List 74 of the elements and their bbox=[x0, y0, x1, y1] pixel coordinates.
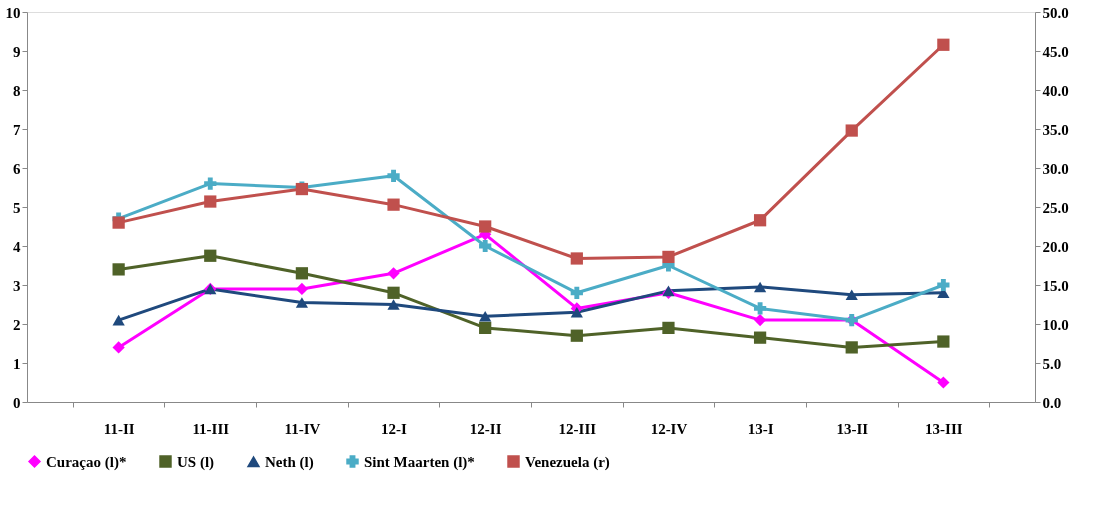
y-tick-label: 10 bbox=[5, 4, 21, 21]
point bbox=[387, 267, 400, 280]
point bbox=[479, 321, 492, 335]
point bbox=[479, 239, 492, 253]
x-tick-label: 12-III bbox=[558, 420, 597, 437]
y-tick-label: 9 bbox=[13, 43, 21, 60]
point bbox=[295, 267, 309, 280]
point bbox=[387, 169, 400, 182]
point bbox=[112, 216, 125, 229]
x-tick-label: 13-III bbox=[925, 420, 963, 437]
point bbox=[204, 177, 217, 190]
point bbox=[753, 331, 767, 344]
y-tick-label: 2 bbox=[13, 316, 21, 333]
point bbox=[570, 252, 583, 265]
point bbox=[937, 278, 950, 292]
point bbox=[570, 286, 583, 299]
x-tick-label: 11-IV bbox=[284, 420, 321, 437]
point bbox=[295, 297, 309, 308]
x-tick-label: 11-III bbox=[192, 420, 230, 437]
y-tick-label: 7 bbox=[13, 121, 21, 138]
y-tick-label: 5 bbox=[13, 199, 21, 216]
point bbox=[479, 310, 492, 322]
point bbox=[112, 314, 125, 326]
point bbox=[204, 195, 217, 208]
x-tick-label: 13-II bbox=[836, 420, 869, 437]
y-tick-label: 0 bbox=[13, 394, 21, 411]
point bbox=[295, 282, 309, 296]
y2-tick-label: 10.0 bbox=[1042, 316, 1069, 333]
point bbox=[479, 220, 492, 233]
y2-tick-label: 45.0 bbox=[1042, 43, 1069, 60]
point bbox=[112, 263, 125, 276]
legend-label: US (l) bbox=[177, 453, 215, 471]
point bbox=[753, 313, 767, 327]
y-tick-label: 4 bbox=[13, 238, 21, 255]
x-tick-label: 12-I bbox=[381, 420, 408, 437]
point bbox=[845, 341, 858, 354]
point bbox=[845, 124, 858, 137]
y2-tick-label: 30.0 bbox=[1042, 160, 1069, 177]
point bbox=[387, 198, 400, 211]
y2-tick-label: 50.0 bbox=[1042, 4, 1069, 21]
point bbox=[753, 214, 767, 227]
legend-label: Neth (l) bbox=[265, 453, 314, 471]
legend-label: Sint Maarten (l)* bbox=[364, 453, 475, 471]
point bbox=[937, 335, 950, 348]
y2-tick-label: 40.0 bbox=[1042, 82, 1069, 99]
y-tick-label: 1 bbox=[13, 355, 21, 372]
y-tick-label: 6 bbox=[13, 160, 21, 177]
y2-tick-label: 0.0 bbox=[1042, 394, 1062, 411]
point bbox=[662, 250, 675, 264]
point bbox=[753, 302, 767, 315]
point bbox=[112, 341, 125, 354]
y-tick-label: 8 bbox=[13, 82, 21, 99]
point bbox=[204, 249, 217, 262]
point bbox=[937, 376, 950, 389]
x-tick-label: 11-II bbox=[103, 420, 135, 437]
legend-label: Venezuela (r) bbox=[525, 453, 610, 471]
y2-tick-label: 20.0 bbox=[1042, 238, 1069, 255]
point bbox=[387, 286, 400, 299]
y2-tick-label: 15.0 bbox=[1042, 277, 1069, 294]
y-tick-label: 3 bbox=[13, 277, 21, 294]
point bbox=[662, 321, 675, 335]
point bbox=[845, 289, 858, 301]
x-tick-label: 12-II bbox=[469, 420, 502, 437]
y2-tick-label: 5.0 bbox=[1042, 355, 1062, 372]
point bbox=[753, 281, 767, 293]
y2-tick-label: 35.0 bbox=[1042, 121, 1069, 138]
y2-tick-label: 25.0 bbox=[1042, 199, 1069, 216]
point bbox=[937, 38, 950, 51]
x-tick-label: 12-IV bbox=[650, 420, 688, 437]
legend-label: Curaçao (l)* bbox=[46, 453, 127, 471]
point bbox=[570, 329, 583, 342]
point bbox=[387, 299, 400, 310]
x-tick-label: 13-I bbox=[747, 420, 774, 437]
point bbox=[570, 307, 583, 318]
